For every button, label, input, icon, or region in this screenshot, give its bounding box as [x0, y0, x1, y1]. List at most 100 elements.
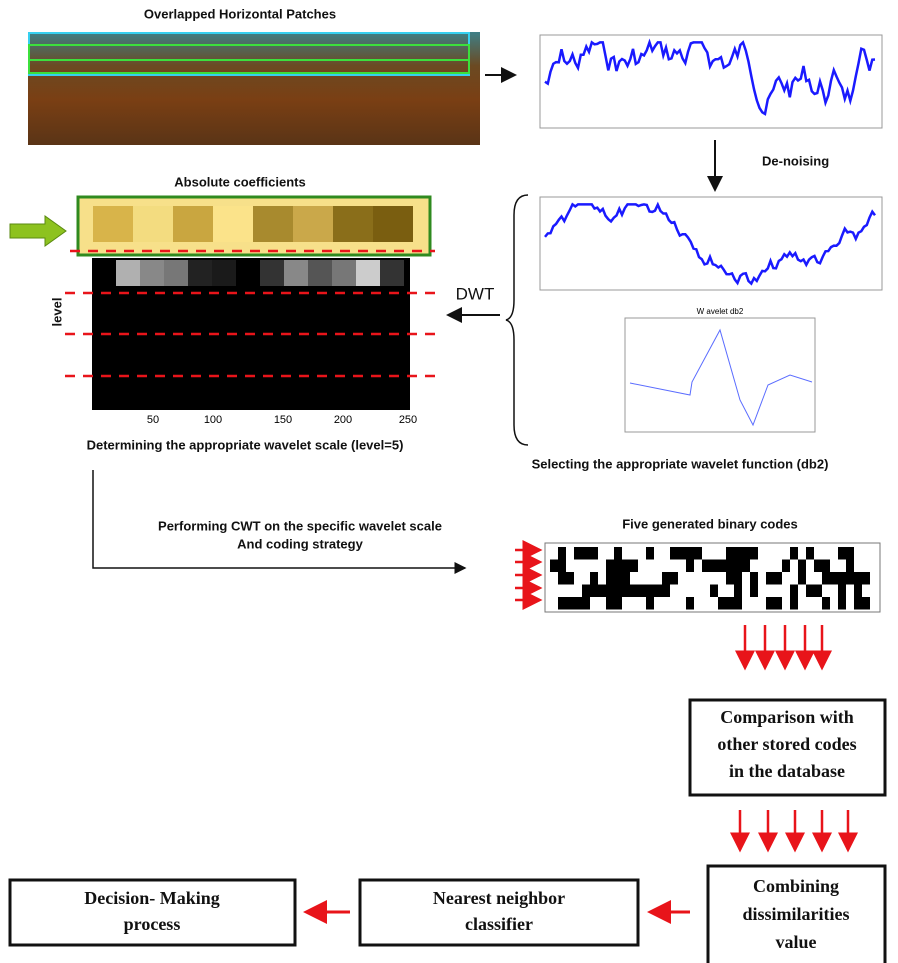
code-bit	[662, 584, 670, 597]
code-bit	[734, 584, 742, 597]
code-bit	[622, 572, 630, 585]
code-bit	[734, 572, 742, 585]
coefficient-cell	[308, 260, 332, 286]
node-text: Comparison with	[720, 707, 854, 727]
code-bit	[838, 584, 846, 597]
code-bit	[774, 572, 782, 585]
code-bit	[790, 584, 798, 597]
code-bit	[854, 597, 862, 610]
code-bit	[606, 597, 614, 610]
coefficient-cell	[93, 206, 133, 242]
coefficient-cell	[284, 260, 308, 286]
code-bit	[614, 547, 622, 560]
code-bit	[838, 572, 846, 585]
code-bit	[630, 559, 638, 572]
dwt-label: DWT	[456, 284, 495, 303]
coefficient-cell	[212, 260, 236, 286]
node	[706, 864, 887, 963]
code-bit	[582, 584, 590, 597]
coefficient-cell	[213, 206, 253, 242]
node-text: Combining	[753, 876, 839, 896]
code-bit	[646, 547, 654, 560]
code-bit	[574, 547, 582, 560]
coefficient-cell	[373, 206, 413, 242]
code-bit	[854, 572, 862, 585]
code-bit	[670, 572, 678, 585]
code-bit	[798, 572, 806, 585]
code-bit	[670, 547, 678, 560]
coefficient-cell	[173, 206, 213, 242]
wavelet-plot	[624, 317, 816, 433]
code-bit	[654, 584, 662, 597]
level-lines	[65, 249, 435, 378]
code-bit	[646, 584, 654, 597]
code-bit	[814, 559, 822, 572]
code-bit	[790, 597, 798, 610]
x-tick-label: 100	[204, 414, 222, 426]
node	[8, 878, 297, 947]
code-bit	[814, 584, 822, 597]
code-bit	[734, 547, 742, 560]
code-bit	[798, 559, 806, 572]
code-bit	[606, 584, 614, 597]
code-bit	[726, 572, 734, 585]
coefficient-cell	[380, 260, 404, 286]
coefficient-cell	[332, 260, 356, 286]
coefficients-title: Absolute coefficients	[174, 174, 305, 189]
arrow	[92, 470, 467, 574]
wavelet-caption: Selecting the appropriate wavelet functi…	[532, 456, 829, 471]
coefficient-cell	[260, 260, 284, 286]
code-bit	[614, 572, 622, 585]
signal	[544, 38, 876, 116]
code-bit	[806, 547, 814, 560]
coefficient-cell	[116, 260, 140, 286]
code-bit	[622, 559, 630, 572]
node-text: Nearest neighbor	[433, 888, 565, 908]
code-bit	[590, 584, 598, 597]
coefficient-cell	[188, 260, 212, 286]
code-bit	[822, 559, 830, 572]
code-bit	[750, 547, 758, 560]
code-bit	[750, 584, 758, 597]
code-bit	[862, 597, 870, 610]
signal-plot	[539, 34, 883, 129]
code-bit	[558, 572, 566, 585]
code-bit	[742, 559, 750, 572]
code-bit	[662, 572, 670, 585]
code-bit	[702, 559, 710, 572]
code-bit	[766, 597, 774, 610]
code-bit	[750, 572, 758, 585]
signal	[544, 201, 876, 286]
code-bit	[710, 559, 718, 572]
code-bit	[806, 584, 814, 597]
node-text: classifier	[465, 914, 533, 934]
code-bit	[726, 597, 734, 610]
code-bit	[606, 559, 614, 572]
code-bit	[774, 597, 782, 610]
code-bit	[686, 559, 694, 572]
code-bit	[582, 547, 590, 560]
code-bit	[846, 572, 854, 585]
pointer-arrow	[9, 215, 67, 247]
coefficient-cell	[356, 260, 380, 286]
codes-title: Five generated binary codes	[622, 516, 798, 531]
coefficient-cell	[164, 260, 188, 286]
code-bit	[862, 572, 870, 585]
node-text: value	[775, 932, 816, 952]
code-bit	[846, 559, 854, 572]
code-bit	[782, 559, 790, 572]
signal-plot	[539, 196, 883, 291]
code-bit	[822, 597, 830, 610]
code-bit	[726, 559, 734, 572]
x-tick-label: 50	[147, 414, 159, 426]
coefficient-cell	[133, 206, 173, 242]
code-bit	[718, 559, 726, 572]
code-bit	[558, 547, 566, 560]
x-tick-label: 250	[399, 414, 417, 426]
code-bit	[582, 597, 590, 610]
code-bit	[838, 597, 846, 610]
code-bit	[734, 559, 742, 572]
code-bit	[678, 547, 686, 560]
denoising-label: De-noising	[762, 153, 829, 168]
code-bit	[590, 572, 598, 585]
